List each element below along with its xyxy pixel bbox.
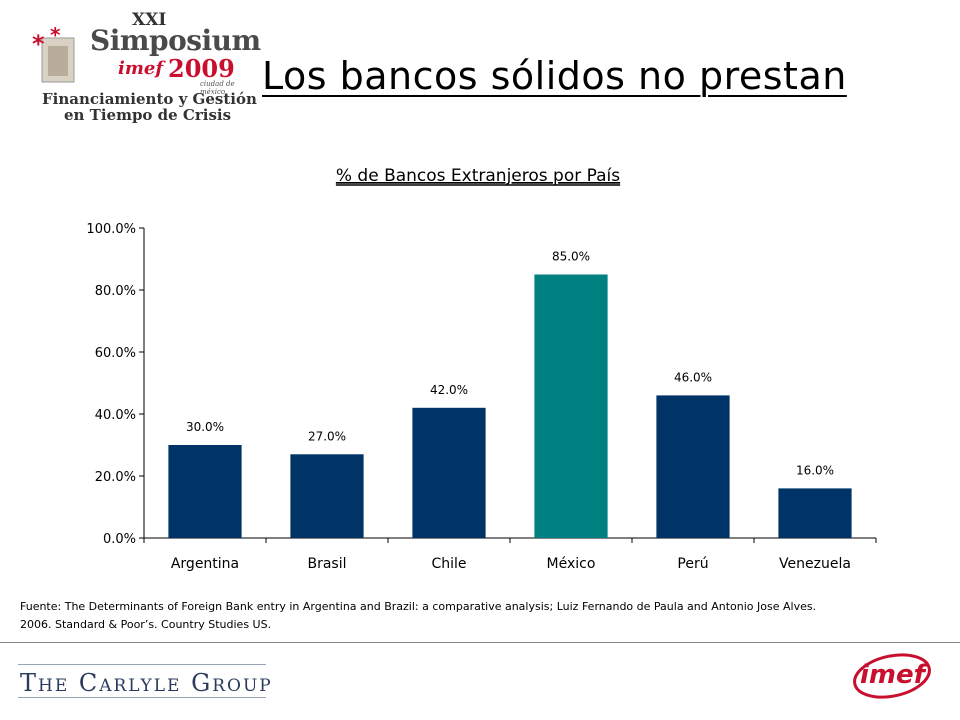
logo-org: imef [118, 58, 164, 79]
x-tick-label: Venezuela [779, 556, 851, 572]
y-tick-label: 0.0% [103, 532, 136, 547]
data-label: 42.0% [430, 383, 468, 397]
bar [656, 395, 730, 538]
x-tick-label: Perú [677, 556, 708, 572]
x-tick-label: Argentina [171, 556, 239, 572]
x-tick-label: México [547, 556, 596, 572]
carlyle-logo-rule-bottom [18, 697, 266, 698]
logo-subtitle-line1: Financiamiento y Gestión [42, 90, 257, 108]
data-label: 85.0% [552, 250, 590, 264]
data-label: 46.0% [674, 370, 712, 384]
y-tick-label: 60.0% [95, 346, 136, 361]
page-title: Los bancos sólidos no prestan [262, 54, 847, 98]
logo-city: ciudad de méxico [200, 80, 235, 96]
footer-divider [0, 642, 960, 643]
bar [168, 445, 242, 538]
bar [412, 407, 486, 538]
x-tick-label: Brasil [307, 556, 346, 572]
logo-edition: XXI [132, 10, 167, 30]
x-tick-label: Chile [431, 556, 466, 572]
y-tick-label: 80.0% [95, 284, 136, 299]
data-label: 30.0% [186, 420, 224, 434]
data-label: 16.0% [796, 463, 834, 477]
imef-logo: imef [860, 660, 925, 690]
source-note-line2: 2006. Standard & Poor’s. Country Studies… [20, 618, 272, 631]
y-tick-label: 40.0% [95, 408, 136, 423]
imef-swoosh-icon [853, 653, 931, 699]
source-note-line1: Fuente: The Determinants of Foreign Bank… [20, 600, 817, 613]
logo-year: 2009 [168, 54, 235, 83]
carlyle-logo-rule-top [18, 664, 266, 665]
y-tick-label: 20.0% [95, 470, 136, 485]
logo-emblem-icon: * * [32, 23, 75, 83]
svg-text:*: * [50, 23, 61, 47]
chart-title: % de Bancos Extranjeros por País [336, 166, 620, 186]
data-label: 27.0% [308, 429, 346, 443]
bar [534, 274, 608, 538]
svg-text:*: * [32, 30, 45, 58]
simposium-logo: * * XXI Simposium imef 2009 ciudad de mé… [28, 10, 261, 124]
logo-name: Simposium [90, 24, 261, 57]
y-tick-label: 100.0% [86, 222, 136, 237]
bar [290, 454, 364, 538]
bar [778, 488, 852, 538]
carlyle-logo: The Carlyle Group [20, 669, 273, 697]
logo-subtitle-line2: en Tiempo de Crisis [64, 106, 232, 124]
source-note: Fuente: The Determinants of Foreign Bank… [20, 598, 940, 634]
bar-chart: % de Bancos Extranjeros por País 0.0% 20.0… [86, 166, 877, 572]
